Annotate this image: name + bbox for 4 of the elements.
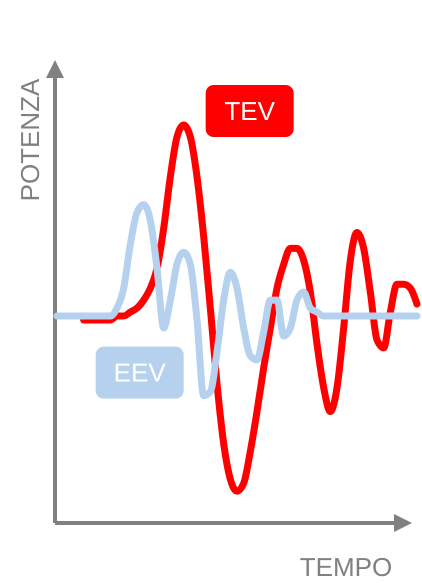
series-label: EEV [114,358,166,388]
y-axis-title: POTENZA [15,78,45,202]
x-axis-title: TEMPO [300,552,392,582]
series-label: TEV [224,96,276,126]
